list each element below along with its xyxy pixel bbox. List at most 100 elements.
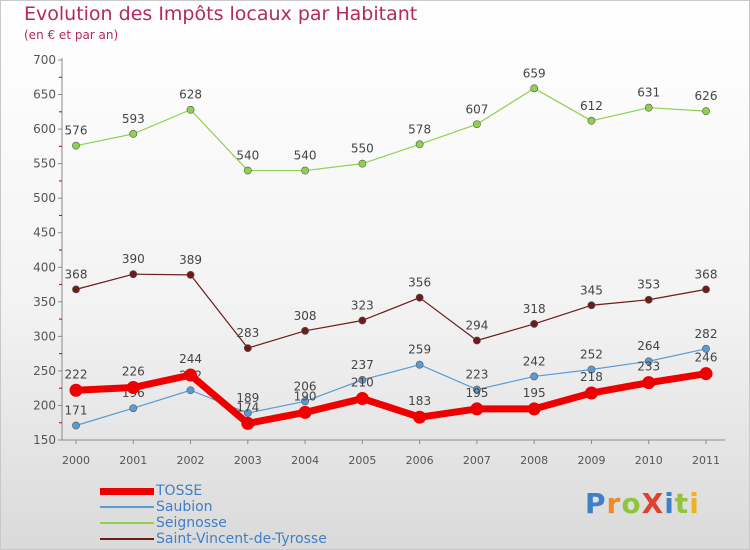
legend-label: Saint-Vincent-de-Tyrosse [156,531,327,547]
y-tick-label: 400 [33,260,56,274]
legend-swatch [100,538,154,540]
data-label: 308 [294,309,317,323]
data-point [241,416,255,430]
data-point [301,326,309,335]
y-tick-label: 450 [33,226,56,240]
data-point [587,365,596,374]
data-label: 540 [294,149,317,163]
data-point [243,409,252,417]
data-label: 259 [408,343,431,357]
data-point [186,105,195,114]
x-tick-label: 2010 [635,454,663,467]
data-point [530,84,539,93]
data-point [702,107,710,116]
data-point [702,344,710,353]
data-point [470,402,484,416]
legend-swatch [100,522,154,524]
data-label: 593 [122,112,145,126]
data-point [473,120,481,129]
data-label: 195 [523,386,546,400]
y-tick-label: 200 [33,398,56,412]
data-label: 356 [408,276,431,290]
data-label: 389 [179,253,202,267]
data-point [530,372,539,381]
x-tick-label: 2002 [177,454,205,467]
series-line-saint-vincent-de-tyrosse [75,273,707,349]
data-label: 631 [637,86,660,100]
data-label: 607 [465,102,488,116]
data-point [301,166,309,175]
data-label: 189 [236,391,259,405]
data-point [298,405,312,419]
x-tick-label: 2009 [577,454,605,467]
y-tick-label: 250 [33,364,56,378]
x-tick-label: 2006 [406,454,434,467]
data-point [527,402,541,416]
data-label: 210 [351,376,374,390]
data-point [587,116,596,125]
y-tick-label: 700 [33,53,56,67]
data-point [358,316,367,325]
data-label: 318 [523,302,546,316]
x-tick-label: 2007 [463,454,491,467]
data-point [644,103,653,112]
data-point [186,270,195,279]
data-label: 190 [294,389,317,403]
data-label: 540 [236,149,259,163]
data-label: 226 [122,364,145,378]
data-label: 237 [351,358,374,372]
data-point [355,392,369,406]
data-point [301,397,309,406]
data-point [358,159,367,168]
data-point [415,293,424,302]
proxiti-logo: ProXiti [585,487,700,520]
logo-letter: X [641,487,665,520]
data-point [72,285,80,294]
data-label: 218 [580,370,603,384]
data-point [72,421,80,430]
data-label: 578 [408,122,431,136]
data-label: 626 [695,89,718,103]
legend-label: Seignosse [156,515,227,531]
legend-label: Saubion [156,499,213,515]
y-tick-label: 650 [33,88,56,102]
data-label: 368 [65,267,88,281]
data-point [69,383,83,397]
legend-swatch [100,506,154,508]
data-label: 174 [236,400,259,414]
data-label: 283 [236,326,259,340]
data-point [413,410,427,424]
data-point [243,166,252,175]
data-point [415,360,424,369]
data-label: 171 [65,403,88,417]
data-point [642,376,656,390]
series-line-saubion [75,348,707,427]
logo-letter: i [664,487,675,520]
data-label: 659 [523,66,546,80]
data-point [186,386,195,395]
data-point [587,301,596,310]
data-label: 550 [351,142,374,156]
data-point [129,270,138,279]
x-tick-label: 2004 [291,454,319,467]
y-tick-label: 150 [33,433,56,447]
logo-letter: t [674,487,690,520]
data-label: 244 [179,352,202,366]
x-tick-label: 2008 [520,454,548,467]
series-line-seignosse [75,87,707,172]
data-point [530,320,539,328]
data-label: 222 [65,367,88,381]
y-tick-label: 500 [33,191,56,205]
data-point [644,357,653,366]
data-label: 353 [637,278,660,292]
data-label: 252 [580,348,603,362]
x-tick-label: 2000 [62,454,90,467]
data-label: 390 [122,252,145,266]
series-line-tosse [72,370,710,427]
data-point [699,367,713,381]
data-point [473,336,481,345]
x-tick-label: 2005 [348,454,376,467]
chart-title: Evolution des Impôts locaux par Habitant [24,3,418,25]
data-point [473,385,481,394]
